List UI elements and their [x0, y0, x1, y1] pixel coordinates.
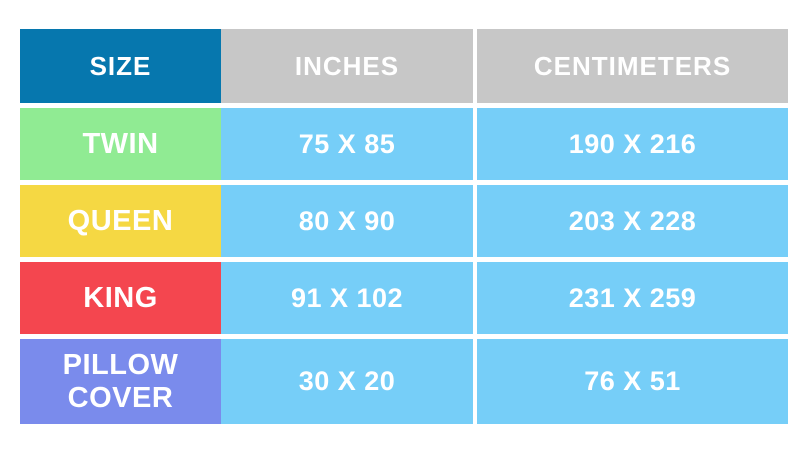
- header-size: SIZE: [20, 29, 221, 103]
- row-pillow-cover-centimeters-value: 76 X 51: [584, 366, 681, 396]
- header-inches: INCHES: [221, 29, 473, 103]
- row-twin-size-cell: TWIN: [20, 108, 221, 180]
- row-king-centimeters-cell: 231 X 259: [473, 262, 788, 334]
- row-twin-size-label: TWIN: [82, 127, 159, 160]
- row-queen-inches-cell: 80 X 90: [221, 185, 473, 257]
- row-pillow-cover-size-label: PILLOW COVER: [62, 349, 179, 414]
- header-centimeters: CENTIMETERS: [473, 29, 788, 103]
- row-twin-inches-value: 75 X 85: [298, 128, 396, 159]
- header-inches-label: INCHES: [294, 50, 400, 81]
- header-centimeters-label: CENTIMETERS: [533, 50, 732, 81]
- row-queen-inches-value: 80 X 90: [298, 205, 396, 236]
- row-pillow-cover-inches-cell: 30 X 20: [221, 339, 473, 424]
- row-pillow-cover-centimeters-cell: 76 X 51: [473, 339, 788, 424]
- header-size-label: SIZE: [89, 50, 152, 81]
- row-queen-centimeters-value: 203 X 228: [568, 205, 697, 236]
- row-pillow-cover-inches-value: 30 X 20: [298, 366, 396, 396]
- row-king-inches-value: 91 X 102: [290, 282, 404, 313]
- row-twin-centimeters-cell: 190 X 216: [473, 108, 788, 180]
- size-conversion-table: SIZE INCHES CENTIMETERS TWIN 75 X 85 190…: [20, 29, 788, 424]
- row-queen-size-cell: QUEEN: [20, 185, 221, 257]
- row-queen-centimeters-cell: 203 X 228: [473, 185, 788, 257]
- row-king-inches-cell: 91 X 102: [221, 262, 473, 334]
- row-twin-inches-cell: 75 X 85: [221, 108, 473, 180]
- row-king-size-cell: KING: [20, 262, 221, 334]
- row-pillow-cover-size-cell: PILLOW COVER: [20, 339, 221, 424]
- row-queen-size-label: QUEEN: [67, 204, 174, 237]
- row-twin-centimeters-value: 190 X 216: [568, 128, 697, 159]
- row-king-size-label: KING: [83, 281, 158, 314]
- row-king-centimeters-value: 231 X 259: [568, 282, 697, 313]
